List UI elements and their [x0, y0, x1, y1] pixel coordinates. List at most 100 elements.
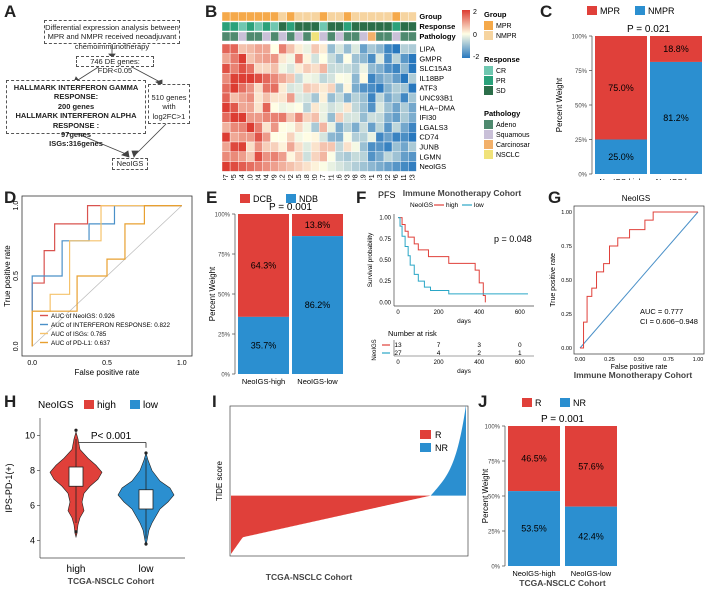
patient-label: P11: [401, 174, 408, 180]
color-scale-min: -2: [473, 54, 479, 61]
annotation-cell-group: [246, 11, 255, 22]
heatmap-cell: [294, 92, 304, 104]
annotation-cell-pathology: [391, 31, 401, 42]
heatmap-cell: [246, 73, 255, 84]
heatmap-cell: [221, 112, 231, 123]
heatmap-cell: [221, 82, 231, 94]
annotation-cell-group: [238, 11, 247, 22]
heatmap-cell: [399, 92, 409, 104]
heatmap-cell: [286, 112, 296, 123]
heatmap-cell: [335, 112, 344, 123]
heatmap-cell: [278, 73, 287, 84]
heatmap-cell: [229, 122, 239, 133]
heatmap-cell: [399, 102, 409, 113]
panel-g-label: G: [548, 188, 562, 207]
heatmap-cell: [343, 63, 352, 74]
x-tick-label: 0.25: [604, 357, 615, 363]
heatmap-cell: [375, 43, 385, 55]
annotation-cell-group: [294, 11, 304, 22]
heatmap-cell: [278, 161, 287, 172]
legend-swatch-group: [484, 31, 493, 40]
heatmap-cell: [286, 82, 296, 94]
bar-segment-bottom: [650, 61, 702, 174]
km-legend-low: low: [474, 202, 484, 209]
heatmap-cell: [238, 53, 247, 64]
panel-b-heatmap: GroupResponsePathologyLIPAGMPRSLC15A3IL1…: [221, 9, 530, 180]
heatmap-cell: [246, 82, 255, 94]
outlier-point: [144, 451, 148, 455]
annotation-cell-pathology: [367, 31, 377, 42]
heatmap-cell: [270, 102, 279, 113]
heatmap-cell: [318, 43, 328, 55]
y-tick-label: 0%: [221, 373, 230, 379]
cohort-label: Immune Monotherapy Cohort: [231, 386, 350, 388]
heatmap-cell: [238, 161, 247, 172]
patient-label: P22: [385, 174, 392, 180]
panel-d-roc: AUC of NeoIGS: 0.926 AUC of INTERFERON RE…: [3, 195, 193, 377]
heatmap-cell: [335, 102, 344, 113]
legend-label-low: low: [143, 400, 159, 411]
box-low: [138, 489, 154, 510]
bar-segment-bottom: [508, 491, 560, 566]
heatmap-cell: [327, 53, 336, 64]
heatmap-cell: [359, 92, 368, 104]
km-title: Immune Monotherapy Cohort: [403, 188, 522, 198]
heatmap-cell: [310, 112, 320, 123]
legend-swatch-bottom: [635, 6, 645, 15]
heatmap-cell: [335, 151, 344, 162]
heatmap-cell: [270, 63, 279, 74]
annotation-cell-pathology: [278, 31, 287, 42]
patient-label: P6: [393, 174, 400, 180]
heatmap-cell: [408, 63, 417, 74]
heatmap-cell: [318, 151, 328, 162]
x-axis-label: False positive rate: [75, 368, 140, 377]
heatmap-cell: [254, 122, 263, 133]
heatmap-cell: [408, 122, 417, 133]
annotation-cell-pathology: [229, 31, 239, 42]
legend-swatch-bottom: [286, 194, 296, 203]
patient-label: P4: [264, 174, 271, 180]
annotation-cell-pathology: [399, 31, 409, 42]
km-legend-title: NeoIGS: [410, 202, 434, 209]
heatmap-cell: [343, 122, 352, 133]
annotation-cell-group: [221, 11, 231, 22]
heatmap-cell: [254, 73, 263, 84]
heatmap-cell: [335, 131, 344, 143]
heatmap-cell: [399, 141, 409, 153]
heatmap-cell: [294, 73, 304, 84]
heatmap-cell: [238, 73, 247, 84]
gene-label: UNC93B1: [419, 94, 453, 103]
legend-label-high: high: [97, 400, 116, 411]
bar-label-bottom: 25.0%: [608, 152, 634, 162]
km-curve-low: [398, 217, 528, 295]
bar-label-top: 46.5%: [521, 454, 547, 464]
heatmap-cell: [318, 102, 328, 113]
annotation-cell-group: [270, 11, 279, 22]
heatmap-cell: [238, 112, 247, 123]
x-tick-label: 0: [396, 310, 400, 316]
gene-label: LGALS3: [419, 123, 447, 132]
heatmap-cell: [246, 53, 255, 64]
hallmark-alpha-count: 97genes: [60, 129, 92, 139]
heatmap-cell: [302, 131, 312, 143]
heatmap-cell: [254, 63, 263, 74]
heatmap-cell: [310, 131, 320, 143]
heatmap-cell: [408, 43, 417, 55]
annotation-cell-response: [399, 21, 409, 32]
annotation-cell-pathology: [270, 31, 279, 42]
bar-category-label: NeoIGS-low: [297, 377, 338, 386]
annotation-cell-group: [375, 11, 385, 22]
annotation-cell-response: [302, 21, 312, 32]
bar-segment-top: [238, 214, 289, 317]
bar-label-top: 64.3%: [251, 260, 277, 270]
bar-category-label: NeoIGS-low: [571, 569, 612, 578]
heatmap-cell: [335, 73, 344, 84]
heatmap-cell: [351, 112, 360, 123]
heatmap-cell: [294, 53, 304, 64]
annotation-cell-response: [335, 21, 344, 32]
heatmap-cell: [221, 92, 231, 104]
y-tick-label: 0.00: [561, 346, 572, 352]
heatmap-cell: [229, 92, 239, 104]
y-tick-label: 100%: [215, 213, 231, 219]
y-tick-label: 6: [30, 501, 35, 511]
